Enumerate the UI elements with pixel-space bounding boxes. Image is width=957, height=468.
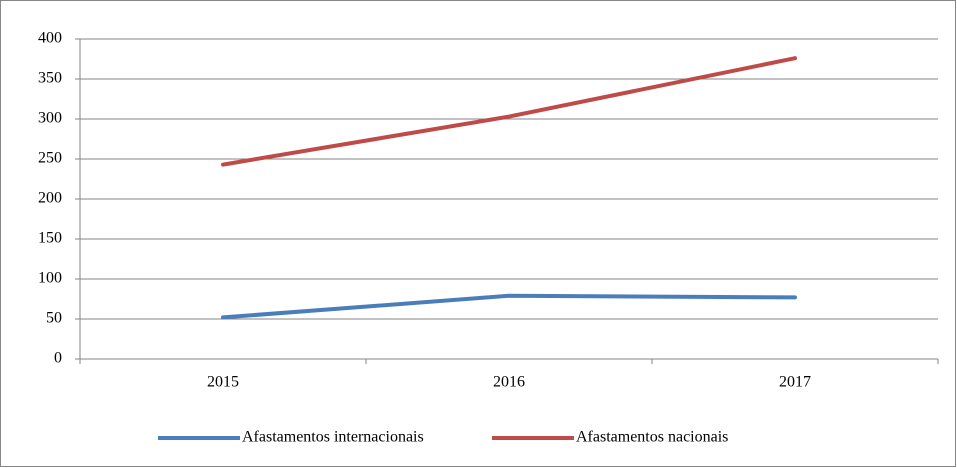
y-tick-label: 400 [38,30,62,47]
y-tick-label: 250 [38,150,62,167]
x-tick-label: 2016 [493,374,525,391]
legend-label: Afastamentos nacionais [576,429,728,446]
y-tick-label: 150 [38,230,62,247]
y-tick-label: 300 [38,110,62,127]
y-tick-label: 200 [38,190,62,207]
x-tick-label: 2017 [779,374,811,391]
line-series [221,293,797,320]
line-series [221,56,797,167]
y-tick-label: 50 [46,310,62,327]
x-tick-label: 2015 [207,374,239,391]
y-tick-label: 100 [38,270,62,287]
y-tick-label: 350 [38,70,62,87]
y-tick-label: 0 [54,350,62,367]
legend-label: Afastamentos internacionais [242,429,424,446]
